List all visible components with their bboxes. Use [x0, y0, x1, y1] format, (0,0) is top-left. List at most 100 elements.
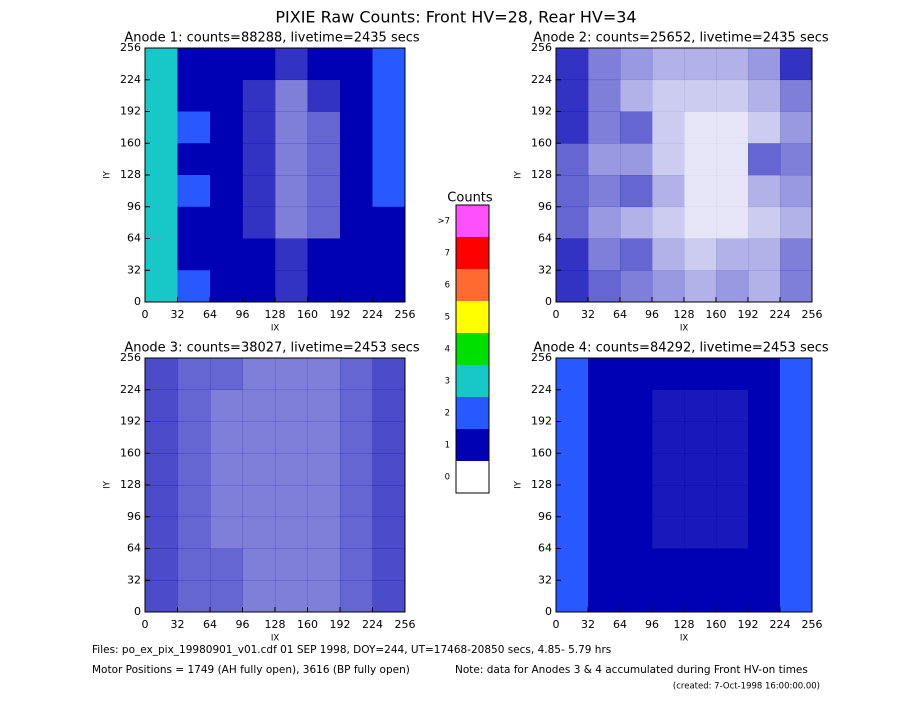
x-tick-label: 64	[613, 618, 627, 631]
heat-cell	[716, 238, 749, 271]
y-tick-label: 96	[538, 510, 552, 523]
heat-cell	[684, 206, 717, 239]
x-tick-label: 32	[581, 618, 595, 631]
x-tick-label: 192	[738, 618, 759, 631]
x-tick-label: 192	[330, 308, 351, 321]
heat-cell	[275, 580, 308, 613]
heat-cell	[307, 175, 341, 208]
heat-cell	[145, 48, 178, 81]
heat-cell	[177, 48, 211, 81]
heat-cell	[242, 48, 276, 81]
y-tick-label: 160	[120, 446, 141, 459]
heat-cell	[620, 111, 653, 144]
x-axis-label: IX	[271, 634, 280, 644]
heat-cell	[145, 389, 178, 422]
heat-cell	[340, 516, 373, 549]
y-tick-label: 64	[127, 232, 141, 245]
heat-cell	[372, 48, 406, 81]
heat-cell	[275, 206, 308, 239]
heat-cell	[684, 453, 717, 486]
y-tick-label: 224	[120, 73, 141, 86]
heat-cell	[556, 175, 589, 208]
heat-cell	[684, 175, 717, 208]
heat-cell	[242, 79, 276, 112]
y-tick-label: 128	[120, 168, 141, 181]
heat-cell	[177, 238, 211, 271]
colorbar-cell	[456, 365, 489, 397]
heat-cell	[340, 270, 373, 303]
heat-cell	[275, 453, 308, 486]
y-tick-label: 32	[127, 263, 141, 276]
x-tick-label: 32	[171, 618, 185, 631]
heat-cell	[780, 111, 813, 144]
heat-cell	[340, 421, 373, 454]
heat-cell	[620, 421, 653, 454]
panel-title: Anode 3: counts=38027, livetime=2453 sec…	[124, 341, 420, 356]
heat-cell	[307, 143, 341, 176]
heat-cell	[588, 389, 621, 422]
heat-cell	[780, 548, 813, 581]
heat-cell	[307, 79, 341, 112]
heat-cell	[340, 175, 373, 208]
heat-cell	[145, 111, 178, 144]
heat-cell	[242, 453, 276, 486]
heat-cell	[748, 421, 781, 454]
heat-cell	[620, 389, 653, 422]
heat-cell	[275, 111, 308, 144]
heat-cell	[748, 580, 781, 613]
colorbar-label: 1	[445, 441, 450, 451]
heat-cell	[275, 485, 308, 518]
heat-cell	[340, 580, 373, 613]
heat-cell	[210, 358, 243, 391]
heat-cell	[275, 516, 308, 549]
heat-cell	[210, 111, 243, 144]
heat-cell	[780, 175, 813, 208]
x-tick-label: 96	[236, 618, 250, 631]
heat-cell	[684, 421, 717, 454]
heat-cell	[210, 79, 243, 112]
heat-cell	[372, 238, 406, 271]
heat-cell	[716, 175, 749, 208]
heat-cell	[210, 485, 243, 518]
heat-cell	[177, 206, 211, 239]
page-title: PIXIE Raw Counts: Front HV=28, Rear HV=3…	[275, 8, 636, 27]
x-tick-label: 128	[265, 308, 286, 321]
heat-cell	[210, 580, 243, 613]
heat-cell	[307, 516, 341, 549]
heat-cell	[242, 238, 276, 271]
y-tick-label: 256	[531, 351, 552, 364]
heat-cell	[242, 270, 276, 303]
heat-cell	[556, 358, 589, 391]
y-tick-label: 160	[531, 446, 552, 459]
heat-cell	[145, 206, 178, 239]
heat-cell	[307, 389, 341, 422]
heat-cell	[340, 143, 373, 176]
panel-title: Anode 1: counts=88288, livetime=2435 sec…	[124, 31, 420, 46]
heat-cell	[145, 580, 178, 613]
heat-cell	[242, 548, 276, 581]
colorbar-label: 0	[445, 473, 450, 483]
x-tick-label: 96	[236, 308, 250, 321]
x-tick-label: 128	[674, 308, 695, 321]
heat-cell	[748, 175, 781, 208]
heat-cell	[780, 516, 813, 549]
y-tick-label: 160	[120, 136, 141, 149]
heat-cell	[275, 270, 308, 303]
heat-cell	[588, 175, 621, 208]
heat-cell	[372, 421, 406, 454]
heat-cell	[748, 548, 781, 581]
heat-cell	[684, 485, 717, 518]
x-tick-label: 224	[770, 618, 791, 631]
heat-cell	[242, 206, 276, 239]
heat-cell	[780, 206, 813, 239]
x-tick-label: 160	[297, 618, 318, 631]
heat-cell	[372, 79, 406, 112]
heat-cell	[556, 389, 589, 422]
heat-cell	[556, 580, 589, 613]
heat-cell	[620, 143, 653, 176]
heat-cell	[588, 79, 621, 112]
heat-cell	[556, 79, 589, 112]
heat-cell	[340, 238, 373, 271]
heat-cell	[177, 421, 211, 454]
heat-cell	[716, 48, 749, 81]
